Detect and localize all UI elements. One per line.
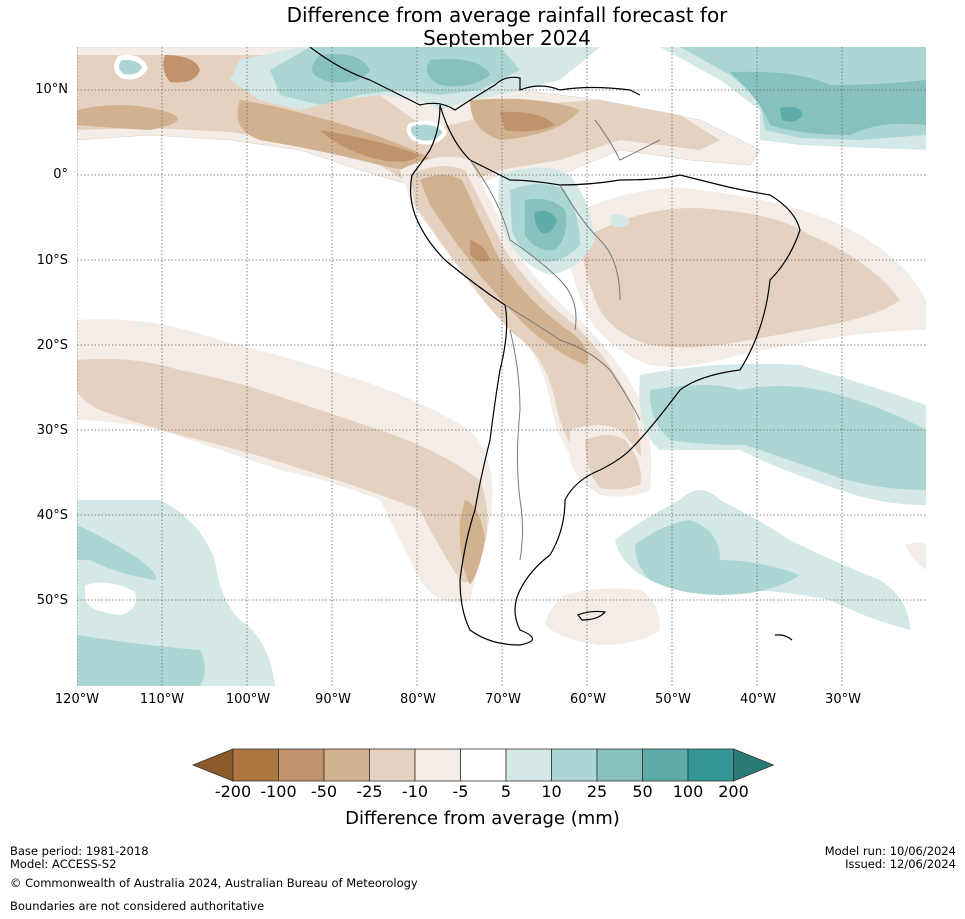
colorbar-segment [505, 748, 552, 782]
contour-dry-chile-50 [459, 500, 485, 585]
colorbar-segment [596, 748, 643, 782]
lon-label: 70°W [485, 692, 521, 707]
lon-label: 110°W [139, 692, 185, 707]
lat-label: 0° [53, 167, 68, 182]
contour-wet-pacific-islet [114, 55, 148, 80]
lon-label: 30°W [825, 692, 861, 707]
colorbar [191, 748, 775, 782]
colorbar-over-arrow [733, 748, 775, 782]
border-3 [509, 329, 523, 561]
colorbar-segment [369, 748, 416, 782]
footer-right: Model run: 10/06/2024 Issued: 12/06/2024 [825, 845, 956, 871]
model-text: Model: ACCESS-S2 [10, 857, 117, 871]
copyright-text: © Commonwealth of Australia 2024, Austra… [10, 876, 418, 890]
coastline-falklands [577, 610, 607, 621]
contour-dry-north-pacific-50 [77, 105, 178, 130]
contour-wet-sw-pacific-5 [77, 500, 275, 686]
lat-label: 10°N [35, 82, 68, 97]
contour-dry-se-pacific-25 [77, 358, 488, 583]
colorbar-tick: 200 [718, 782, 749, 801]
model-run-text: Model run: 10/06/2024 [824, 844, 956, 858]
lon-label: 120°W [54, 692, 100, 707]
contour-wet-atlantic-50 [780, 106, 803, 122]
lat-label: 30°S [36, 423, 68, 438]
border-5 [594, 119, 661, 161]
contour-wet-caribbean-25 [312, 54, 490, 87]
contour-hole-sw-pacific [85, 582, 136, 615]
colorbar-segment [232, 748, 279, 782]
contour-dry-north-pacific-25 [77, 55, 720, 190]
lat-label: 10°S [36, 253, 68, 268]
issued-text: Issued: 12/06/2024 [845, 857, 956, 871]
colorbar-tick: -5 [452, 782, 469, 801]
contour-dry-andes-50 [420, 175, 589, 365]
lon-label: 60°W [570, 692, 606, 707]
contour-wet-small [610, 214, 630, 228]
lat-label: 20°S [36, 338, 68, 353]
colorbar-segment [323, 748, 370, 782]
coastlines [309, 47, 801, 646]
colorbar-under-arrow [191, 748, 234, 782]
colorbar-tick: -50 [310, 782, 338, 801]
lat-label: 40°S [36, 508, 68, 523]
colorbar-segment [278, 748, 325, 782]
base-period-text: Base period: 1981-2018 [10, 844, 149, 858]
chart-title: Difference from average rainfall forecas… [0, 4, 965, 50]
contour-layer [77, 47, 926, 686]
disclaimer-text: Boundaries are not considered authoritat… [10, 899, 265, 913]
colorbar-segment [687, 748, 734, 782]
contour-dry-brazil-25 [580, 208, 900, 348]
colorbar-tick: 100 [672, 782, 704, 801]
lon-label: 80°W [400, 692, 436, 707]
colorbar-tick: 50 [632, 782, 653, 801]
colorbar-tick: 5 [500, 782, 512, 801]
lon-label: 100°W [225, 692, 271, 707]
lon-label: 40°W [740, 692, 776, 707]
title-line-2: September 2024 [423, 26, 591, 50]
colorbar-label: Difference from average (mm) [345, 808, 620, 829]
lon-label: 50°W [655, 692, 691, 707]
colorbar-tick: -10 [401, 782, 429, 801]
colorbar-tick: 25 [586, 782, 608, 801]
contour-dry-nw-100 [163, 55, 200, 83]
contour-wet-south-atlantic-lower-10 [635, 520, 800, 595]
gridlines [77, 47, 926, 686]
colorbar-tick: 10 [541, 782, 562, 801]
colorbar-tick: -200 [214, 782, 252, 801]
colorbar-segment [414, 748, 461, 782]
colorbar-segment [551, 748, 598, 782]
colorbar-segment [460, 748, 507, 782]
contour-dry-south-atlantic [545, 588, 660, 645]
colorbar-tick: -25 [356, 782, 383, 801]
title-line-1: Difference from average rainfall forecas… [286, 3, 728, 27]
border-2 [504, 304, 641, 421]
contour-wet-atlantic-25 [730, 71, 926, 135]
contour-wet-amazon-50 [534, 211, 557, 234]
lon-label: 90°W [315, 692, 351, 707]
coastline-central-america [309, 47, 641, 111]
contour-wet-sw-pacific-10 [77, 525, 205, 686]
contour-dry-venezuela-100 [500, 111, 555, 132]
contour-wet-south-atlantic-10 [649, 385, 926, 490]
country-borders [469, 119, 661, 561]
footer-left: Base period: 1981-2018 Model: ACCESS-S2 [10, 845, 149, 871]
contour-dry-pacific-band-100 [320, 130, 420, 162]
contour-dry-east-edge [905, 542, 926, 570]
colorbar-segment [642, 748, 689, 782]
border-4 [559, 184, 621, 301]
lat-label: 50°S [36, 593, 68, 608]
contour-wet-panama [406, 120, 448, 145]
coastline-south-georgia [774, 634, 793, 641]
border-1 [469, 159, 577, 331]
coastline-south-america [409, 104, 801, 646]
contour-dry-andes-100 [470, 240, 490, 262]
colorbar-tick: -100 [260, 782, 297, 801]
